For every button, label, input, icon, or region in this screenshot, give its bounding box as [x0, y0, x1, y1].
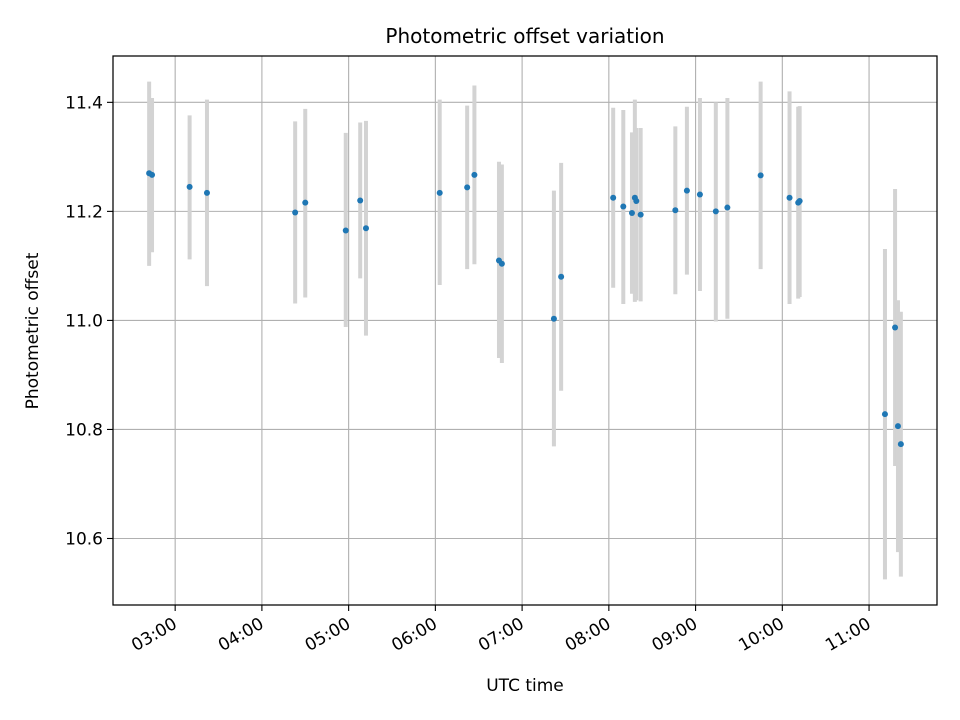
y-tick-label: 10.8 — [65, 420, 103, 440]
data-point — [724, 204, 731, 211]
data-point — [897, 441, 904, 448]
data-points — [146, 170, 904, 448]
plot-frame — [112, 55, 938, 606]
data-point — [672, 207, 679, 214]
y-tick-label: 10.6 — [65, 529, 103, 549]
data-point — [292, 209, 299, 216]
chart-title: Photometric offset variation — [385, 24, 664, 48]
x-axis-label: UTC time — [486, 676, 564, 696]
data-point — [796, 198, 803, 205]
data-point — [471, 171, 478, 178]
y-tick-label: 11.4 — [65, 93, 103, 113]
data-point — [464, 184, 471, 191]
data-point — [362, 225, 369, 232]
data-point — [892, 324, 899, 331]
data-point — [357, 197, 364, 204]
data-point — [558, 273, 565, 280]
data-point — [149, 171, 156, 178]
data-point — [342, 227, 349, 234]
data-point — [620, 203, 627, 210]
data-point — [186, 183, 193, 190]
data-point — [550, 315, 557, 322]
data-point — [757, 172, 764, 179]
data-point — [628, 210, 635, 217]
y-axis-ticks: 10.6 10.8 11.0 11.2 11.4 — [65, 93, 113, 549]
data-point — [436, 189, 443, 196]
data-point — [696, 191, 703, 198]
data-point — [894, 423, 901, 430]
data-point — [637, 211, 644, 218]
data-point — [302, 199, 309, 206]
data-point — [712, 208, 719, 215]
data-point — [203, 189, 210, 196]
y-tick-label: 11.0 — [65, 311, 103, 331]
data-point — [881, 411, 888, 418]
y-tick-label: 11.2 — [65, 202, 103, 222]
data-point — [683, 187, 690, 194]
data-point — [633, 198, 640, 205]
data-point — [786, 194, 793, 201]
data-point — [498, 260, 505, 267]
data-point — [610, 194, 617, 201]
y-axis-label: Photometric offset — [23, 252, 43, 409]
